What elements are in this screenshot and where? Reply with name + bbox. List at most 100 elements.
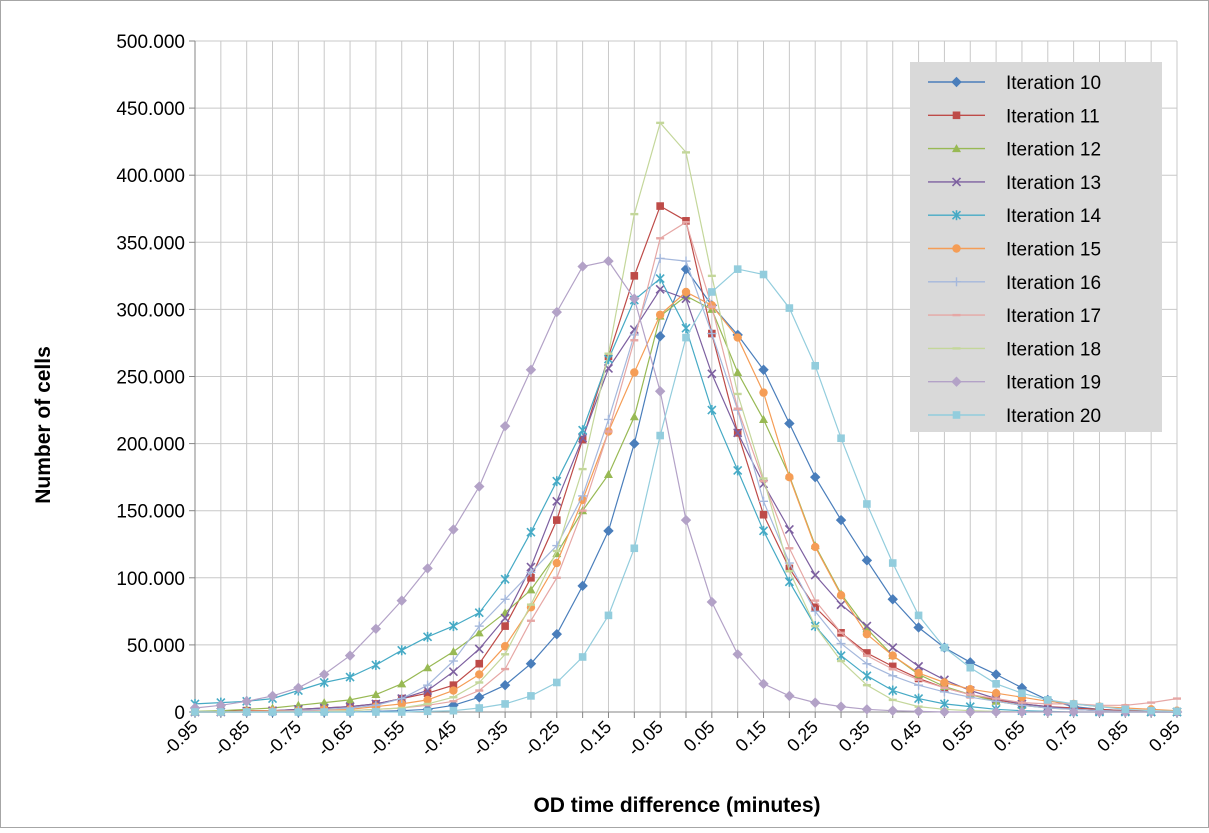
data-point-marker [810,471,821,483]
marker-stroke [951,177,962,187]
y-tick-label: 200.000 [116,435,185,456]
data-point-marker [681,256,691,266]
data-point-marker [940,643,949,652]
data-point-marker [630,368,639,377]
data-point-marker [525,364,537,375]
x-axis-label: OD time difference (minutes) [533,794,820,817]
y-tick-label: 250.000 [116,368,185,389]
data-point-marker [708,288,716,296]
y-tick-label: 450.000 [116,99,185,120]
data-point-marker [887,594,898,605]
data-point-marker [785,304,794,312]
data-point-marker [913,622,924,633]
data-point-marker [914,674,923,683]
data-point-marker [475,670,484,679]
data-point-marker [217,708,225,716]
data-point-marker [952,244,961,253]
data-point-marker [654,386,666,397]
data-point-marker [552,678,561,687]
data-point-marker [448,524,459,535]
data-point-marker [396,595,407,606]
legend: Iteration 10 Iteration 11 Iteration 12 Iter… [910,62,1162,432]
data-point-marker [423,695,432,705]
data-point-marker [423,663,433,672]
data-point-marker [423,631,433,642]
y-tick-label: 0 [174,703,185,724]
data-point-marker [499,420,511,432]
data-point-marker [294,708,303,716]
data-point-marker [500,642,510,651]
data-point-marker [1173,707,1181,716]
data-point-marker [810,697,821,708]
data-point-marker [655,253,665,263]
data-point-marker [501,700,509,708]
y-tick-label: 50.000 [127,636,185,657]
data-point-marker [732,649,743,660]
y-tick-label: 500.000 [116,32,185,53]
data-point-marker [951,177,962,187]
data-point-marker [474,692,485,703]
data-point-marker [759,270,768,279]
data-point-marker [940,678,949,687]
data-point-marker [862,629,872,639]
data-point-marker [835,514,847,526]
data-point-marker [629,293,640,304]
data-point-marker [811,361,820,370]
data-point-marker [1068,706,1079,718]
series-lines [189,121,1183,718]
data-point-marker [681,287,691,297]
data-point-marker [965,706,976,718]
data-point-marker [449,686,458,695]
data-point-marker [1069,700,1078,708]
data-point-marker [603,525,614,537]
marker-stroke [707,369,717,379]
data-point-marker [888,559,897,567]
data-point-marker [863,500,871,508]
marker-stroke [423,685,433,696]
data-point-marker [914,680,924,690]
data-point-marker [268,708,277,716]
data-point-marker [990,706,1002,718]
data-point-marker [861,555,873,566]
data-point-marker [578,491,588,501]
legend-label: Iteration 20 [1006,406,1101,427]
data-point-marker [811,542,820,552]
data-point-marker [655,284,665,294]
data-point-marker [345,695,355,704]
legend-label: Iteration 14 [1006,206,1101,227]
data-point-marker [552,516,561,524]
data-point-marker [578,425,588,436]
legend-entry: Iteration 14 [928,206,1101,227]
data-point-marker [888,671,898,681]
data-point-marker [577,580,588,592]
marker-stroke [810,570,820,580]
legend-label: Iteration 17 [1006,306,1101,327]
legend-entry: Iteration 11 [928,106,1100,127]
data-point-marker [951,76,962,88]
legend-entry: Iteration 17 [928,306,1101,327]
legend-label: Iteration 19 [1006,373,1101,394]
data-point-marker [914,661,924,671]
marker-stroke [888,643,898,653]
data-point-marker [346,708,354,716]
data-point-marker [888,643,898,653]
data-point-marker [267,690,278,702]
data-point-marker [991,689,1001,698]
legend-entry: Iteration 12 [928,140,1101,161]
legend-label: Iteration 18 [1006,339,1101,360]
data-point-marker [758,525,769,536]
data-point-marker [603,469,613,478]
data-point-marker [759,510,768,519]
marker-stroke [603,363,614,374]
data-point-marker [500,574,510,585]
y-tick-label: 300.000 [116,300,185,321]
legend-label: Iteration 10 [1006,73,1101,94]
data-point-marker [785,564,794,573]
data-point-marker [655,310,665,319]
data-point-marker [966,663,975,672]
data-point-marker [630,272,639,280]
data-point-marker [863,649,871,657]
marker-stroke [862,621,872,631]
data-point-marker [191,708,199,716]
